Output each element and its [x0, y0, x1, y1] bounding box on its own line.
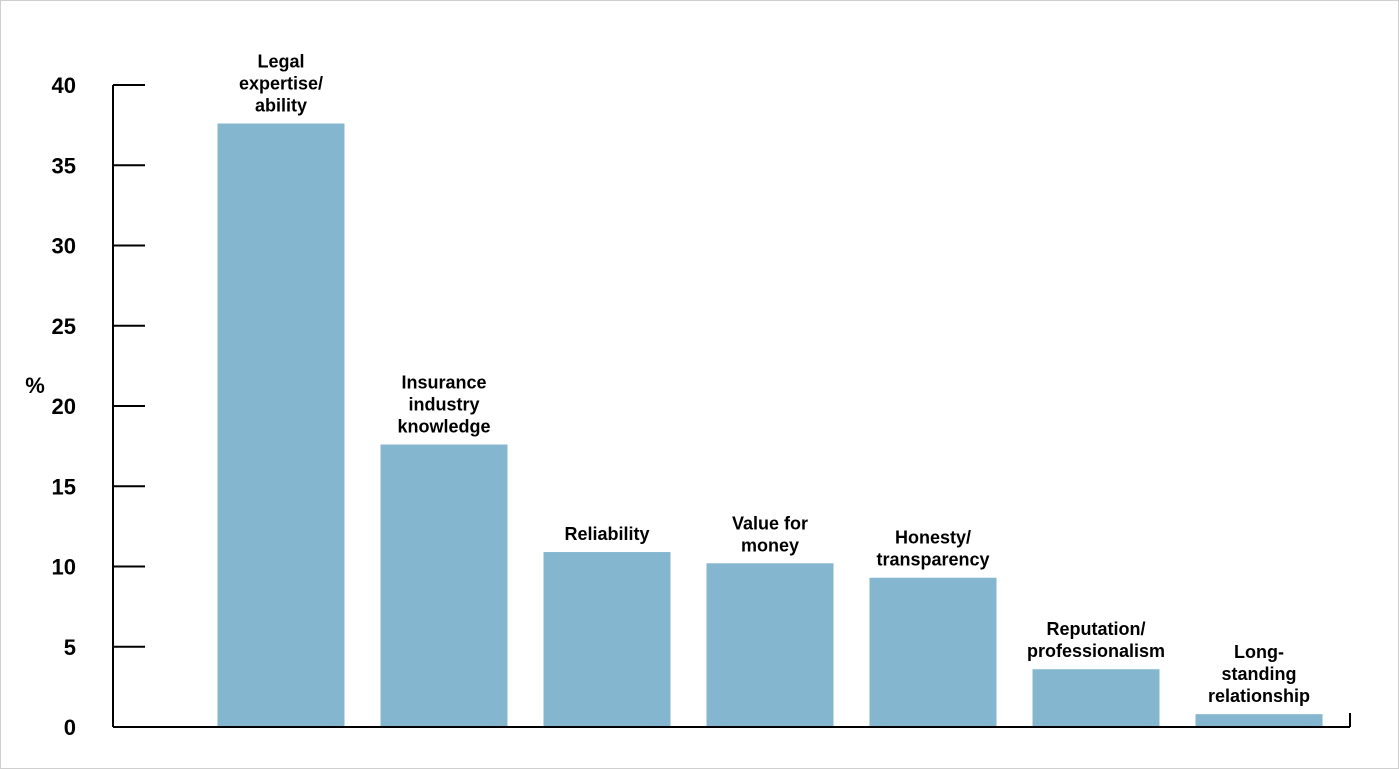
bar — [1195, 714, 1323, 727]
bar-category-label: Insurance industry knowledge — [397, 373, 490, 437]
y-tick-label: 5 — [64, 635, 76, 660]
y-axis-ticks: 0 5 10 15 20 25 30 35 40 — [52, 73, 145, 740]
bar — [869, 577, 997, 727]
bar-category-label: Legal expertise/ability — [239, 52, 323, 116]
bar — [217, 123, 345, 727]
bar-category-label: Long-standing relationship — [1208, 642, 1310, 706]
bars — [217, 123, 1323, 727]
bar — [706, 563, 834, 727]
bar — [1032, 669, 1160, 727]
y-tick-label: 35 — [52, 153, 76, 178]
bar-labels: Legal expertise/ability Insurance industry k… — [239, 52, 1310, 707]
y-tick-label: 15 — [52, 474, 76, 499]
y-tick-label: 30 — [52, 234, 76, 259]
axes — [112, 85, 1351, 728]
y-tick-label: 0 — [64, 715, 76, 740]
y-tick-label: 20 — [52, 394, 76, 419]
bar-category-label: Reliability — [564, 524, 649, 544]
bar — [543, 552, 671, 727]
y-tick-label: 25 — [52, 314, 76, 339]
bar-category-label: Reputation/professionalism — [1027, 619, 1165, 661]
bar-category-label: Value for money — [732, 513, 808, 555]
bar-category-label: Honesty/transparency — [876, 528, 989, 570]
y-tick-label: 10 — [52, 555, 76, 580]
y-tick-label: 40 — [52, 73, 76, 98]
bar — [380, 444, 508, 727]
y-axis-title: % — [25, 373, 45, 398]
